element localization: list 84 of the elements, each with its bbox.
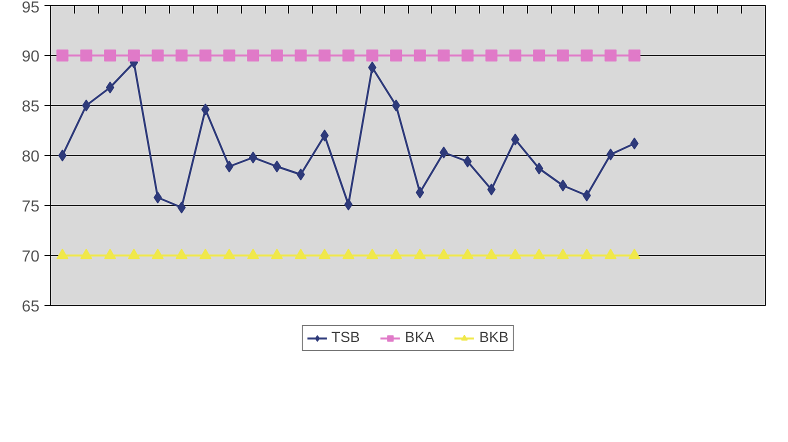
point [104,50,116,62]
point [558,180,568,192]
point [247,248,260,260]
point [128,50,140,62]
point [199,50,212,62]
point [580,248,593,260]
point [176,248,188,260]
point [392,100,400,112]
point [534,162,544,174]
point [606,148,615,160]
point [556,248,569,260]
point [152,50,164,62]
point [628,50,640,62]
point [272,160,282,172]
point [604,50,617,62]
point [533,50,546,62]
y-tick-label: 75 [22,198,40,216]
point [463,156,472,168]
point [580,50,593,62]
y-tick-label: 90 [22,48,40,66]
point [414,248,426,260]
point [225,160,234,172]
point [414,50,426,62]
point [58,150,67,162]
point [248,152,258,164]
point [80,248,92,260]
point [485,248,498,260]
point [487,184,496,196]
point [223,248,236,260]
point [320,130,329,142]
point [318,50,331,62]
point [368,62,376,74]
point [604,248,617,260]
point [390,248,402,260]
point [177,202,186,214]
point [223,50,236,62]
point [344,198,353,210]
point [270,50,283,62]
point [390,50,402,62]
point [176,50,188,62]
point [438,248,450,260]
point [533,248,546,260]
point [582,190,591,202]
point [366,50,378,62]
point [294,248,307,260]
point [509,248,522,260]
point [318,248,331,260]
point [342,248,354,260]
point [440,146,448,158]
point [201,104,210,116]
point [247,50,260,62]
y-tick-label: 85 [22,98,40,116]
point [485,50,498,62]
point [152,248,164,260]
point [511,134,520,146]
legend-label: TSB [331,330,360,346]
legend-label: BKA [404,330,434,346]
point [270,248,283,260]
point [56,50,68,62]
point [556,50,569,62]
point [462,248,474,260]
y-tick-label: 95 [22,0,40,16]
point [128,248,140,260]
point [80,50,92,62]
point [106,82,114,94]
point [56,248,68,260]
y-tick-label: 70 [22,248,40,266]
point [628,248,640,260]
y-tick-label: 80 [22,148,40,166]
point [509,50,522,62]
point [296,168,305,180]
point [366,248,378,260]
point [416,186,424,198]
point [462,50,474,62]
point [199,248,212,260]
point [438,50,450,62]
y-tick-label: 65 [22,298,40,316]
point [342,50,354,62]
legend-label: BKB [479,330,509,346]
point [154,192,162,204]
point [82,100,90,112]
point [104,248,116,260]
point [294,50,307,62]
point [630,138,639,150]
